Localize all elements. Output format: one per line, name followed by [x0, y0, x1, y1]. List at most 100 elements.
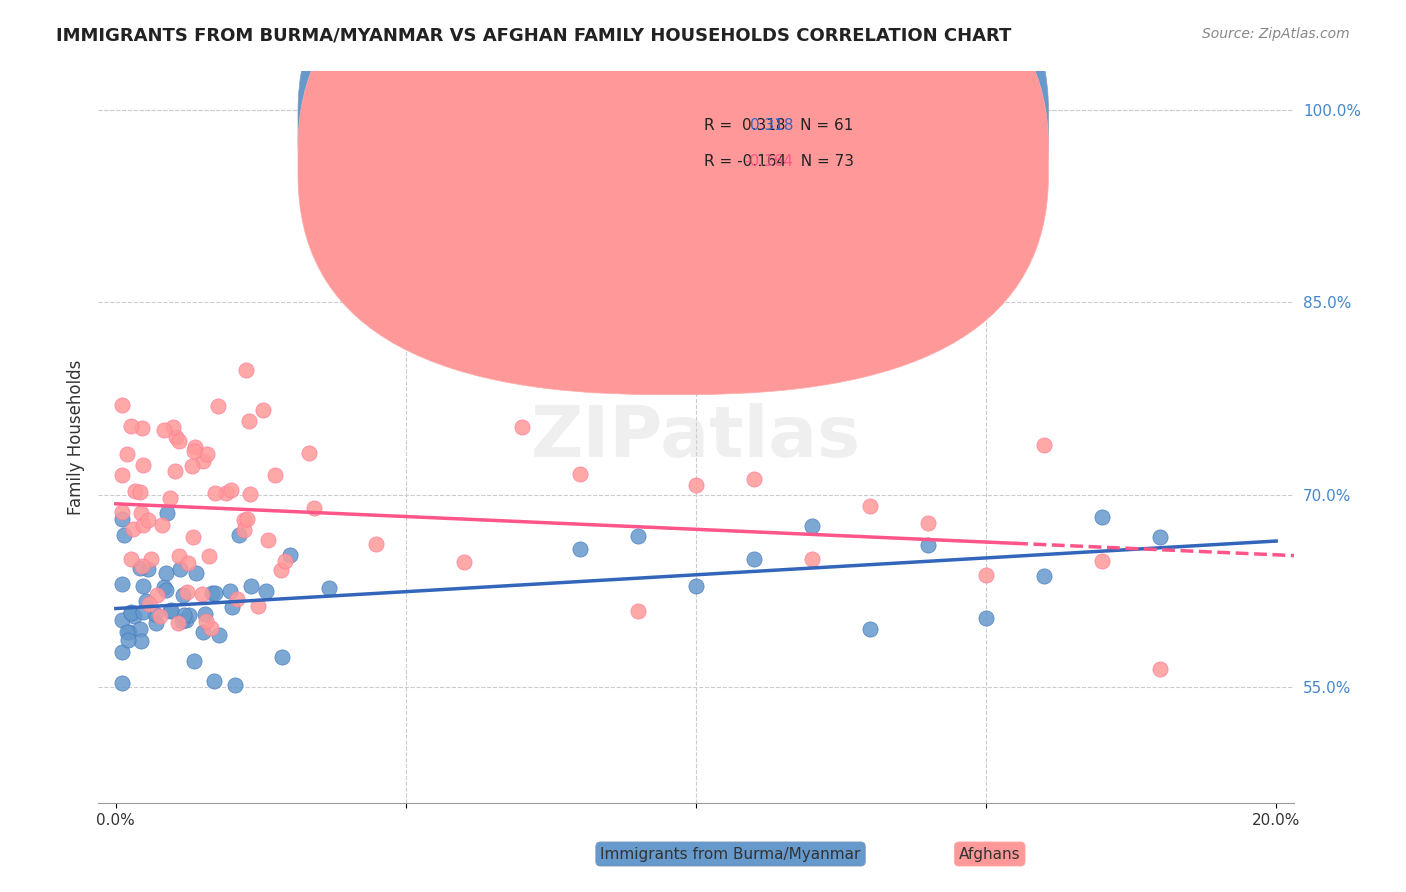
Point [122, 609, 145, 624]
Point [129, 633, 152, 648]
Point [233, 523, 256, 537]
Point [510, 419, 533, 434]
Point [115, 624, 138, 639]
Text: -0.164: -0.164 [744, 153, 793, 169]
Point [180, 458, 202, 473]
Point [1091, 510, 1114, 524]
Point [195, 447, 218, 461]
Point [183, 444, 205, 458]
Point [207, 628, 229, 642]
Point [120, 605, 142, 619]
Point [145, 615, 167, 630]
Point [165, 430, 187, 444]
Point [254, 584, 277, 599]
Point [124, 483, 146, 498]
Point [111, 645, 134, 659]
Point [252, 403, 274, 417]
Point [204, 486, 226, 500]
Point [742, 472, 765, 486]
Point [138, 597, 160, 611]
Point [172, 588, 194, 602]
Point [138, 562, 160, 576]
Point [219, 483, 242, 497]
Point [111, 676, 134, 690]
Point [190, 587, 212, 601]
Point [132, 518, 155, 533]
Point [298, 446, 321, 460]
Point [159, 604, 181, 618]
Text: 0.318: 0.318 [749, 118, 793, 133]
Point [239, 487, 262, 501]
Point [278, 548, 301, 562]
Point [163, 464, 186, 478]
Point [191, 625, 214, 640]
Point [132, 605, 155, 619]
Point [627, 604, 650, 618]
Point [170, 614, 193, 628]
Point [111, 613, 134, 627]
Point [120, 418, 142, 433]
Point [117, 633, 139, 648]
Point [224, 678, 246, 692]
Point [685, 478, 707, 492]
Point [225, 592, 247, 607]
Point [207, 400, 229, 414]
Point [111, 467, 134, 482]
Point [176, 556, 198, 570]
Point [148, 609, 170, 624]
Point [145, 607, 167, 621]
Point [111, 505, 134, 519]
Point [568, 541, 591, 556]
Point [274, 554, 297, 568]
Point [685, 578, 707, 592]
Point [218, 584, 240, 599]
FancyBboxPatch shape [630, 94, 953, 195]
Point [200, 621, 222, 635]
Point [974, 611, 997, 625]
Point [240, 579, 263, 593]
Point [568, 467, 591, 482]
Point [131, 421, 153, 435]
Point [235, 363, 257, 377]
Point [120, 606, 142, 620]
Point [202, 674, 225, 689]
Point [801, 551, 824, 566]
Text: Immigrants from Burma/Myanmar: Immigrants from Burma/Myanmar [600, 847, 860, 862]
Point [118, 624, 141, 639]
Point [129, 560, 152, 574]
Point [742, 552, 765, 566]
Point [198, 549, 221, 563]
Point [167, 615, 190, 630]
Point [859, 500, 882, 514]
Point [194, 607, 217, 621]
Point [122, 522, 145, 536]
Point [453, 555, 475, 569]
Point [181, 530, 204, 544]
Text: Afghans: Afghans [959, 847, 1021, 862]
Point [366, 537, 388, 551]
Point [153, 423, 176, 437]
Point [131, 559, 153, 574]
Text: IMMIGRANTS FROM BURMA/MYANMAR VS AFGHAN FAMILY HOUSEHOLDS CORRELATION CHART: IMMIGRANTS FROM BURMA/MYANMAR VS AFGHAN … [56, 27, 1011, 45]
Point [257, 533, 280, 547]
Point [318, 581, 340, 595]
Point [204, 586, 226, 600]
Point [150, 518, 173, 533]
Point [173, 608, 195, 623]
Point [238, 414, 260, 428]
Point [917, 537, 939, 551]
Point [1149, 530, 1171, 544]
Point [1091, 554, 1114, 568]
Text: R =  0.318   N = 61: R = 0.318 N = 61 [704, 118, 853, 133]
Point [1033, 438, 1056, 452]
Point [136, 513, 159, 527]
Point [201, 585, 224, 599]
Point [159, 491, 181, 505]
Point [246, 599, 269, 614]
Point [169, 562, 191, 576]
Text: R = -0.164   N = 73: R = -0.164 N = 73 [704, 153, 855, 169]
Point [135, 594, 157, 608]
Point [232, 513, 254, 527]
Point [221, 600, 243, 615]
FancyBboxPatch shape [298, 0, 1049, 394]
